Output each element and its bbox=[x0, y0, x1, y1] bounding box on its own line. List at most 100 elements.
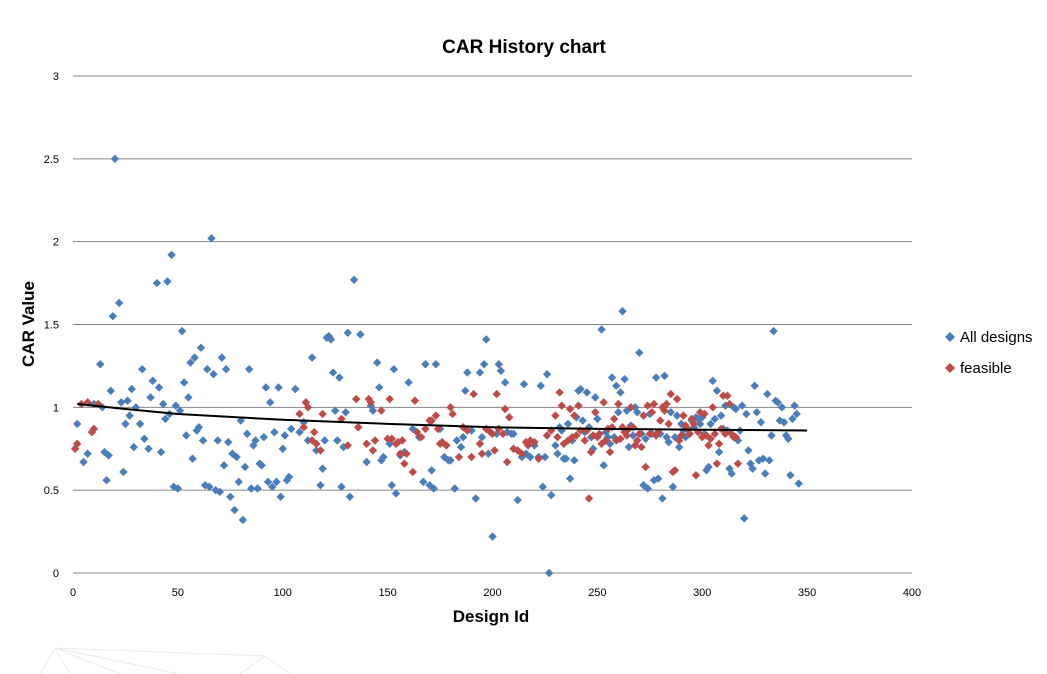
data-point bbox=[612, 436, 621, 445]
data-point bbox=[574, 401, 583, 410]
data-point bbox=[540, 452, 550, 462]
data-point bbox=[551, 441, 560, 450]
data-point bbox=[586, 447, 596, 457]
x-axis-ticks: 0 50 100 150 200 250 300 350 400 bbox=[70, 587, 921, 599]
data-point bbox=[723, 391, 732, 400]
data-point bbox=[704, 441, 713, 450]
data-point bbox=[744, 446, 753, 455]
data-point bbox=[412, 427, 422, 437]
data-point bbox=[307, 353, 317, 362]
data-point bbox=[488, 429, 497, 439]
data-point bbox=[654, 474, 663, 483]
data-point bbox=[756, 418, 766, 427]
data-point bbox=[175, 406, 185, 415]
data-point bbox=[666, 389, 675, 399]
data-point bbox=[312, 439, 321, 448]
x-tick-label: 50 bbox=[172, 587, 184, 599]
data-point bbox=[270, 427, 279, 437]
data-point bbox=[152, 278, 162, 288]
x-tick-label: 150 bbox=[378, 587, 396, 599]
data-point bbox=[154, 383, 164, 392]
data-point bbox=[792, 409, 801, 419]
data-point bbox=[547, 490, 556, 500]
data-point bbox=[119, 467, 128, 477]
data-point bbox=[660, 371, 669, 381]
data-point bbox=[226, 492, 235, 501]
data-point bbox=[385, 394, 394, 404]
data-point bbox=[343, 328, 352, 337]
data-point bbox=[488, 532, 497, 541]
data-point bbox=[117, 398, 126, 407]
y-tick-label: 2 bbox=[53, 237, 59, 249]
data-point bbox=[626, 403, 636, 412]
data-point bbox=[570, 456, 579, 465]
data-point bbox=[79, 457, 88, 467]
data-point bbox=[182, 431, 191, 440]
data-point bbox=[733, 459, 743, 468]
data-point bbox=[161, 414, 170, 424]
data-point bbox=[716, 411, 726, 420]
data-point bbox=[704, 462, 713, 472]
legend-marker-feasible bbox=[945, 363, 955, 373]
data-point bbox=[565, 474, 575, 483]
legend-label-all-designs: All designs bbox=[960, 329, 1033, 346]
data-point bbox=[72, 439, 82, 448]
data-point bbox=[316, 446, 325, 455]
data-point bbox=[765, 456, 774, 465]
data-point bbox=[760, 469, 770, 478]
x-tick-label: 200 bbox=[483, 587, 501, 599]
data-point bbox=[387, 480, 397, 490]
data-point bbox=[123, 396, 132, 405]
data-point bbox=[232, 452, 241, 462]
data-point bbox=[475, 368, 485, 377]
data-point bbox=[731, 432, 741, 442]
data-point bbox=[341, 408, 350, 417]
x-tick-label: 0 bbox=[70, 587, 76, 599]
data-point bbox=[375, 383, 384, 392]
data-point bbox=[217, 353, 227, 362]
data-point bbox=[299, 423, 308, 432]
data-point bbox=[553, 432, 562, 442]
data-point bbox=[144, 444, 153, 453]
data-point bbox=[582, 426, 592, 435]
data-point bbox=[173, 484, 183, 493]
x-tick-label: 250 bbox=[588, 587, 606, 599]
data-point bbox=[607, 373, 617, 382]
data-point bbox=[513, 495, 522, 505]
data-point bbox=[641, 434, 650, 444]
data-point bbox=[599, 461, 608, 470]
x-tick-label: 300 bbox=[693, 587, 711, 599]
data-point bbox=[479, 360, 489, 369]
data-point bbox=[205, 482, 214, 492]
data-point bbox=[106, 386, 115, 395]
data-point bbox=[677, 431, 686, 440]
data-point bbox=[561, 454, 571, 463]
data-point bbox=[651, 373, 661, 382]
data-point bbox=[534, 454, 543, 463]
data-point bbox=[498, 429, 508, 439]
data-point bbox=[624, 442, 634, 452]
data-point bbox=[748, 464, 757, 473]
data-point bbox=[272, 477, 281, 487]
data-point bbox=[343, 441, 352, 450]
data-point bbox=[224, 437, 233, 447]
y-tick-label: 2.5 bbox=[44, 154, 59, 166]
data-point bbox=[576, 384, 585, 394]
data-point bbox=[295, 409, 304, 419]
data-point bbox=[467, 452, 476, 462]
data-point bbox=[656, 416, 665, 425]
data-point bbox=[463, 426, 472, 435]
data-point bbox=[320, 436, 329, 445]
data-point bbox=[572, 431, 581, 440]
data-point bbox=[620, 374, 629, 384]
data-point bbox=[368, 406, 378, 415]
data-point bbox=[614, 408, 623, 417]
data-point bbox=[456, 442, 466, 452]
data-point bbox=[192, 426, 201, 435]
data-point bbox=[672, 394, 682, 404]
data-point bbox=[618, 423, 627, 432]
data-point bbox=[754, 456, 764, 465]
data-point bbox=[494, 360, 503, 369]
legend: All designs feasible bbox=[945, 329, 1033, 377]
